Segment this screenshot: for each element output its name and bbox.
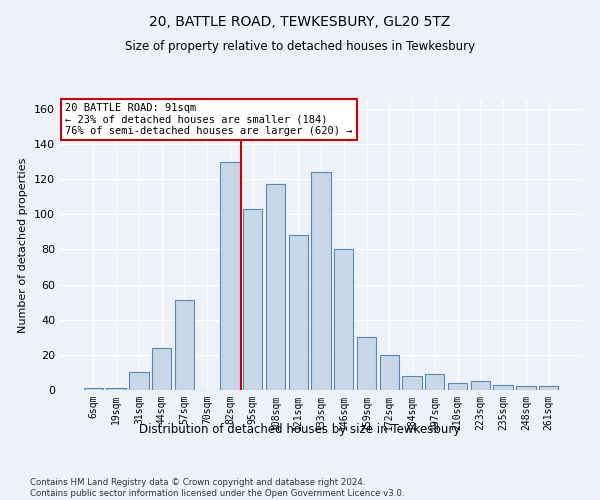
Bar [129,372,149,390]
Bar [152,348,172,390]
Bar [84,388,103,390]
Bar [311,172,331,390]
Bar [106,388,126,390]
Bar [380,355,399,390]
Text: Size of property relative to detached houses in Tewkesbury: Size of property relative to detached ho… [125,40,475,53]
Text: Contains HM Land Registry data © Crown copyright and database right 2024.
Contai: Contains HM Land Registry data © Crown c… [30,478,404,498]
Text: Distribution of detached houses by size in Tewkesbury: Distribution of detached houses by size … [139,422,461,436]
Bar [266,184,285,390]
Bar [220,162,239,390]
Y-axis label: Number of detached properties: Number of detached properties [19,158,28,332]
Bar [539,386,558,390]
Bar [493,384,513,390]
Bar [334,250,353,390]
Bar [175,300,194,390]
Bar [243,209,262,390]
Bar [470,381,490,390]
Bar [425,374,445,390]
Text: 20 BATTLE ROAD: 91sqm
← 23% of detached houses are smaller (184)
76% of semi-det: 20 BATTLE ROAD: 91sqm ← 23% of detached … [65,103,353,136]
Text: 20, BATTLE ROAD, TEWKESBURY, GL20 5TZ: 20, BATTLE ROAD, TEWKESBURY, GL20 5TZ [149,15,451,29]
Bar [403,376,422,390]
Bar [448,383,467,390]
Bar [516,386,536,390]
Bar [357,338,376,390]
Bar [289,236,308,390]
